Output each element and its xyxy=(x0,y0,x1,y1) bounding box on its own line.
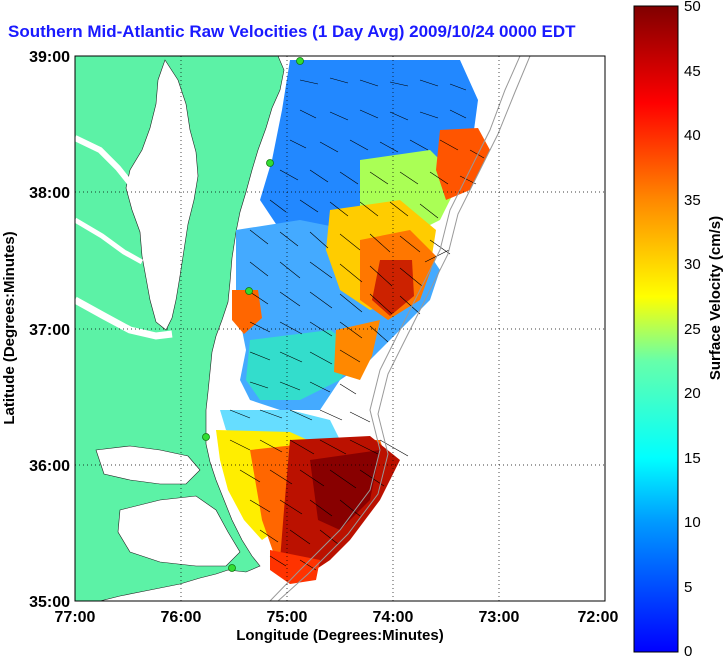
radar-station-marker xyxy=(202,433,210,441)
chesapeake-bay xyxy=(125,59,199,331)
potomac-river xyxy=(75,135,137,190)
y-tick-label: 39:00 xyxy=(29,49,70,66)
colorbar-tick-label: 0 xyxy=(684,643,692,659)
x-axis-ticks: 77:00 76:00 75:00 74:00 73:00 72:00 xyxy=(55,609,619,626)
y-tick-label: 37:00 xyxy=(29,322,70,339)
colorbar-label: Surface Velocity (cm/s) xyxy=(707,216,724,380)
x-axis-label: Longitude (Degrees:Minutes) xyxy=(236,627,444,644)
colorbar-ticks: 50 45 40 35 30 25 20 15 10 5 0 xyxy=(684,0,701,659)
james-river xyxy=(75,296,173,340)
colorbar-tick-label: 50 xyxy=(684,0,701,15)
colorbar-tick-label: 20 xyxy=(684,385,701,402)
map-title: Southern Mid-Atlantic Raw Velocities (1 … xyxy=(8,22,576,41)
colorbar-tick-label: 35 xyxy=(684,192,701,209)
colorbar-tick-label: 5 xyxy=(684,579,692,596)
y-axis-ticks: 39:00 38:00 37:00 36:00 35:00 xyxy=(29,49,70,611)
x-tick-label: 75:00 xyxy=(267,609,308,626)
x-tick-label: 74:00 xyxy=(373,609,414,626)
y-tick-label: 36:00 xyxy=(29,458,70,475)
y-tick-label: 38:00 xyxy=(29,185,70,202)
y-axis-label: Latitude (Degrees:Minutes) xyxy=(1,231,18,424)
colorbar-tick-label: 40 xyxy=(684,127,701,144)
shelf-contour-2 xyxy=(277,56,531,601)
colorbar-tick-label: 25 xyxy=(684,321,701,338)
x-tick-label: 77:00 xyxy=(55,609,96,626)
graticule xyxy=(75,56,605,601)
velocity-arrows xyxy=(229,77,485,571)
x-tick-label: 76:00 xyxy=(161,609,202,626)
radar-station-marker xyxy=(228,564,236,572)
radar-stations xyxy=(202,57,304,572)
shelf-contour xyxy=(269,56,521,601)
colorbar xyxy=(633,5,679,653)
radar-station-marker xyxy=(296,57,304,65)
colorbar-tick-label: 10 xyxy=(684,514,701,531)
x-tick-label: 73:00 xyxy=(479,609,520,626)
radar-station-marker xyxy=(245,287,253,295)
plot-frame xyxy=(74,55,606,602)
x-tick-label: 72:00 xyxy=(578,609,619,626)
radar-station-marker xyxy=(266,159,274,167)
pamlico-sound xyxy=(117,495,241,567)
rappahannock-river xyxy=(75,217,144,265)
colorbar-tick-label: 15 xyxy=(684,450,701,467)
colorbar-tick-label: 45 xyxy=(684,63,701,80)
y-tick-label: 35:00 xyxy=(29,594,70,611)
colorbar-tick-label: 30 xyxy=(684,256,701,273)
